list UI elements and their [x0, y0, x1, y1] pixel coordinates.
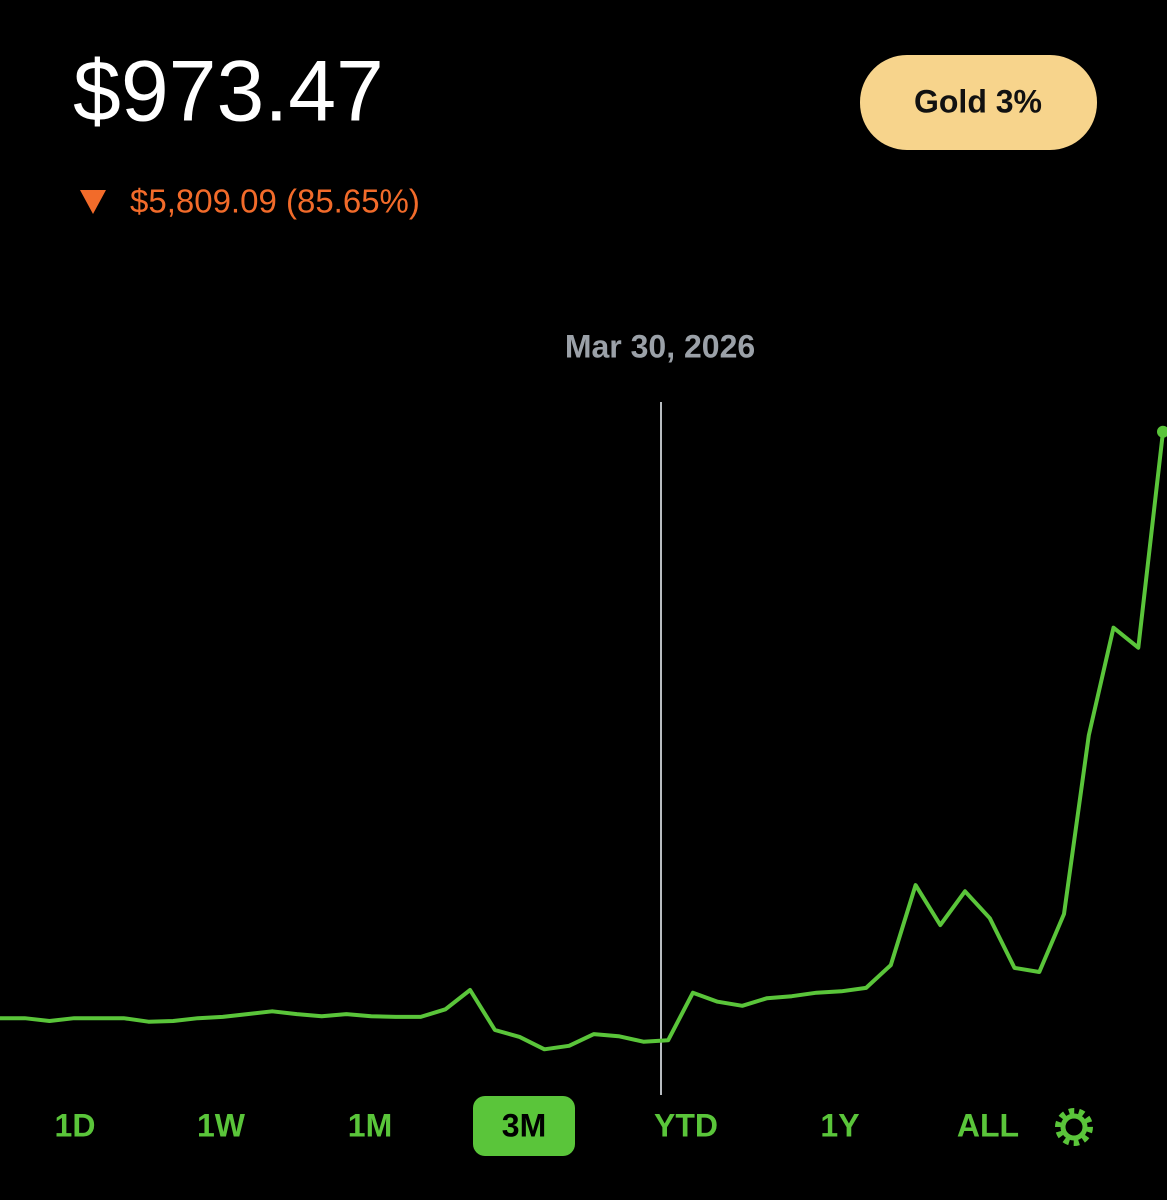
- range-tab-label: YTD: [654, 1107, 718, 1143]
- badge-bg: [860, 55, 1097, 150]
- gear-teeth: [1055, 1108, 1093, 1146]
- end-dot: [1157, 425, 1167, 438]
- tooltip-date: Mar 30, 2026: [565, 328, 755, 364]
- price-line: [0, 431, 1165, 1052]
- down-arrow: [80, 190, 106, 214]
- gear-ring: [1060, 1113, 1088, 1141]
- settings-gear[interactable]: [1055, 1108, 1093, 1146]
- range-tab-label: 1W: [197, 1107, 246, 1143]
- range-tab[interactable]: 1W: [197, 1107, 246, 1143]
- chart: [0, 425, 1167, 1052]
- range-tab-label: 3M: [502, 1107, 546, 1143]
- range-tab[interactable]: 1D: [55, 1107, 96, 1143]
- range-tabs: 1D 1W 1M 3M YTD 1Y ALL: [55, 1096, 1019, 1156]
- range-tab[interactable]: YTD: [654, 1107, 718, 1143]
- range-tab-label: ALL: [957, 1107, 1019, 1143]
- gold-badge[interactable]: Gold 3%: [860, 55, 1097, 150]
- range-tab-label: 1M: [348, 1107, 392, 1143]
- range-tab-label: 1D: [55, 1107, 96, 1143]
- range-tab-label: 1Y: [820, 1107, 859, 1143]
- badge-label: Gold 3%: [914, 83, 1042, 119]
- range-tab[interactable]: 3M: [473, 1096, 575, 1156]
- range-tab[interactable]: 1Y: [820, 1107, 859, 1143]
- range-tab[interactable]: ALL: [957, 1107, 1019, 1143]
- price: $973.47: [73, 44, 384, 140]
- change: $5,809.09 (85.65%): [130, 183, 420, 220]
- range-tab[interactable]: 1M: [348, 1107, 392, 1143]
- range-tab-bg: [473, 1096, 575, 1156]
